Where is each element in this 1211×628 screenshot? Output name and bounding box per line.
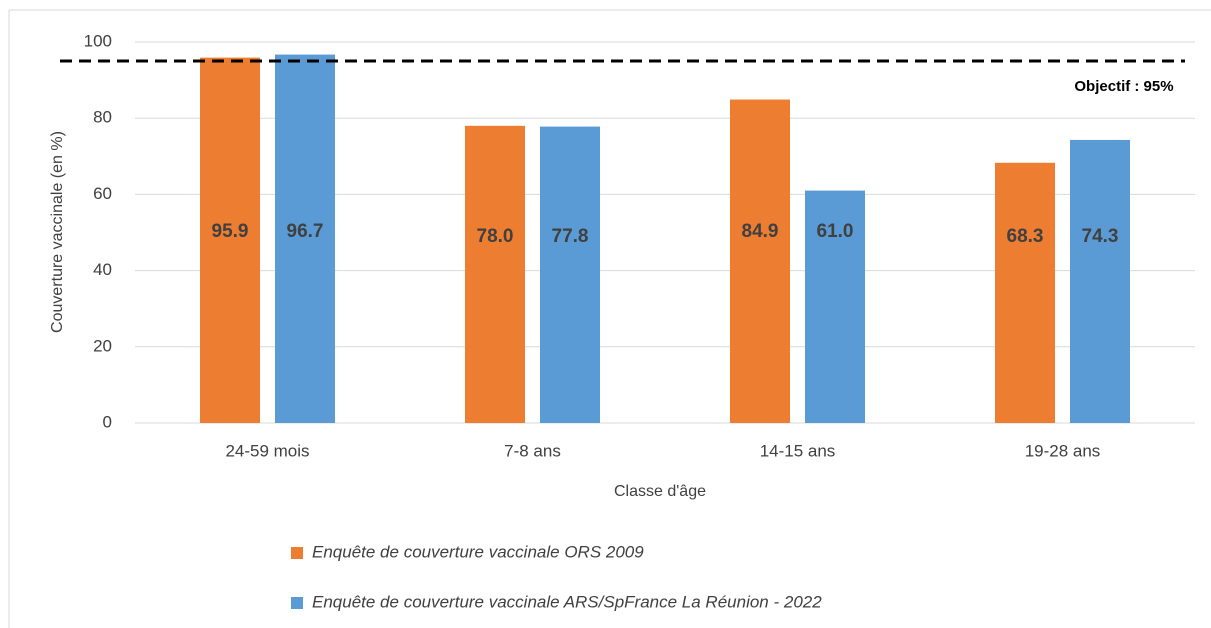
bar: [465, 125, 525, 423]
bar: [275, 54, 335, 423]
legend-swatch: [291, 597, 303, 609]
legend-label: Enquête de couverture vaccinale ORS 2009: [312, 542, 644, 561]
data-label: 96.7: [287, 221, 324, 242]
x-tick-label: 19-28 ans: [1025, 441, 1101, 460]
x-axis-title: Classe d'âge: [614, 483, 706, 500]
data-label: 74.3: [1082, 226, 1119, 247]
bar: [805, 190, 865, 423]
y-axis-title: Couverture vaccinale (en %): [49, 131, 66, 333]
x-tick-label: 14-15 ans: [760, 441, 836, 460]
y-tick-label: 0: [103, 412, 112, 431]
data-label: 84.9: [742, 221, 779, 242]
target-label: Objectif : 95%: [1074, 78, 1173, 95]
data-label: 77.8: [552, 226, 589, 247]
bar: [995, 162, 1055, 424]
y-tick-label: 20: [93, 336, 112, 355]
y-tick-label: 40: [93, 260, 112, 279]
data-label: 68.3: [1007, 226, 1044, 247]
legend-label: Enquête de couverture vaccinale ARS/SpFr…: [312, 592, 822, 611]
data-label: 61.0: [817, 221, 854, 242]
y-tick-label: 60: [93, 184, 112, 203]
y-tick-label: 100: [84, 31, 112, 50]
bar: [730, 99, 790, 423]
x-tick-label: 24-59 mois: [225, 441, 309, 460]
bar: [1070, 139, 1130, 424]
data-label: 78.0: [477, 226, 514, 247]
x-tick-label: 7-8 ans: [504, 441, 561, 460]
data-label: 95.9: [212, 221, 249, 242]
legend-swatch: [291, 547, 303, 559]
y-tick-label: 80: [93, 108, 112, 127]
bar: [540, 126, 600, 423]
bar: [200, 57, 260, 423]
